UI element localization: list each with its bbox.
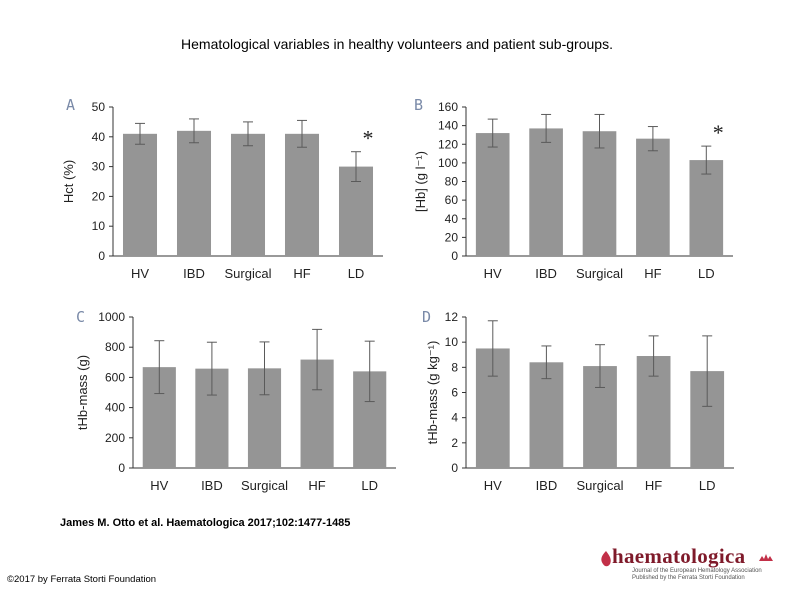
panel-b-x-tick-label: IBD — [535, 266, 557, 281]
panel-b-y-tick-label: 100 — [438, 156, 458, 170]
panel-b-x-tick-label: LD — [698, 266, 715, 281]
panel-a-x-tick-label: IBD — [183, 266, 205, 281]
panel-b-y-tick-label: 60 — [445, 193, 459, 207]
page-title: Hematological variables in healthy volun… — [181, 36, 613, 52]
panel-b-y-tick-label: 160 — [438, 100, 458, 114]
panel-a-y-tick-label: 50 — [92, 100, 106, 114]
panel-d-y-tick-label: 10 — [445, 335, 459, 349]
logo-subtitle-1: Journal of the European Hematology Assoc… — [632, 568, 762, 574]
panel-a-y-tick-label: 0 — [98, 249, 105, 263]
panel-d-y-tick-label: 6 — [451, 386, 458, 400]
panel-d-y-axis-label: tHb-mass (g kg⁻¹) — [425, 341, 440, 445]
citation: James M. Otto et al. Haematologica 2017;… — [60, 517, 351, 529]
panel-a-bar — [122, 133, 158, 256]
panel-c-x-tick-label: IBD — [201, 478, 223, 493]
panel-c-y-tick-label: 0 — [118, 461, 125, 475]
panel-b-bar — [529, 128, 563, 256]
panel-d-y-tick-label: 2 — [451, 436, 458, 450]
panel-d-bar — [529, 362, 564, 468]
panel-b-bar — [582, 131, 617, 256]
foundation-emblem-icon — [759, 554, 773, 561]
panel-b-y-axis-label: [Hb] (g l⁻¹) — [413, 151, 428, 212]
panel-a-letter: A — [66, 96, 75, 114]
panel-d-y-tick-label: 4 — [451, 411, 458, 425]
panel-a-y-axis-label: Hct (%) — [61, 160, 76, 203]
logo-wordmark: haematologica — [612, 544, 746, 568]
panel-c-y-tick-label: 600 — [105, 370, 125, 384]
panel-a-x-tick-label: LD — [348, 266, 365, 281]
panel-a-y-tick-label: 20 — [92, 189, 106, 203]
panel-b-bar — [475, 133, 510, 256]
panel-a-x-tick-label: HV — [131, 266, 149, 281]
panel-a-bar — [176, 130, 212, 256]
panel-c-y-tick-label: 800 — [105, 340, 125, 354]
panel-d-x-tick-label: LD — [699, 478, 716, 493]
panel-a-x-tick-label: HF — [293, 266, 310, 281]
panel-a-y-tick-label: 40 — [92, 130, 106, 144]
panel-b-x-tick-label: HF — [644, 266, 661, 281]
panel-b-y-tick-label: 0 — [451, 249, 458, 263]
panel-b-significance-mark: * — [713, 120, 724, 145]
panel-b-x-tick-label: HV — [484, 266, 502, 281]
panel-b-bar — [636, 138, 670, 256]
panel-b-y-tick-label: 80 — [445, 175, 459, 189]
panel-a-y-tick-label: 30 — [92, 160, 106, 174]
panel-b-letter: B — [414, 96, 423, 114]
panel-a-significance-mark: * — [363, 126, 374, 151]
panel-a-bar — [230, 133, 266, 256]
panel-b-bar — [689, 160, 724, 256]
panel-d-x-tick-label: HV — [484, 478, 502, 493]
panel-d-x-tick-label: IBD — [536, 478, 558, 493]
panel-c-x-tick-label: HV — [150, 478, 168, 493]
logo-mark-icon — [601, 551, 611, 567]
panel-a-bar — [284, 133, 320, 256]
logo-subtitle-2: Published by the Ferrata Storti Foundati… — [632, 575, 745, 581]
panel-b-y-tick-label: 40 — [445, 212, 459, 226]
panel-c-letter: C — [76, 308, 85, 326]
panel-d-y-tick-label: 8 — [451, 360, 458, 374]
panel-c-y-tick-label: 400 — [105, 401, 125, 415]
panel-c-x-tick-label: Surgical — [241, 478, 288, 493]
panel-c-x-tick-label: HF — [308, 478, 325, 493]
panel-d-x-tick-label: Surgical — [577, 478, 624, 493]
panel-d-letter: D — [422, 308, 431, 326]
copyright: ©2017 by Ferrata Storti Foundation — [7, 574, 157, 585]
panel-a-x-tick-label: Surgical — [225, 266, 272, 281]
panel-a-y-tick-label: 10 — [92, 219, 106, 233]
panel-b-y-tick-label: 20 — [445, 230, 459, 244]
panel-b-x-tick-label: Surgical — [576, 266, 623, 281]
panel-d-y-tick-label: 0 — [451, 461, 458, 475]
panel-d-x-tick-label: HF — [645, 478, 662, 493]
panel-c-y-axis-label: tHb-mass (g) — [75, 355, 90, 430]
panel-d-y-tick-label: 12 — [445, 310, 459, 324]
haematologica-logo: haematologica Journal of the European He… — [598, 544, 788, 581]
panel-b-y-tick-label: 120 — [438, 137, 458, 151]
panel-c-y-tick-label: 200 — [105, 431, 125, 445]
panel-c-x-tick-label: LD — [361, 478, 378, 493]
panel-b-y-tick-label: 140 — [438, 119, 458, 133]
panel-c-y-tick-label: 1000 — [98, 310, 125, 324]
